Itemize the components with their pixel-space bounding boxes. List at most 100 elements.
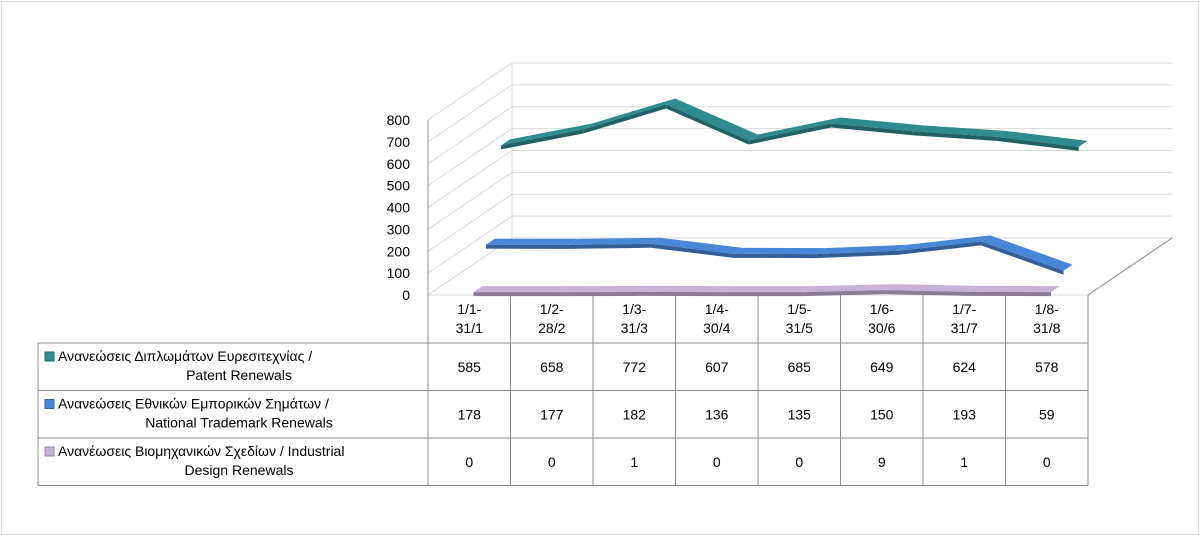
y-tick-label: 200	[387, 243, 411, 259]
category-label: 31/3	[621, 320, 648, 336]
legend-key	[44, 446, 55, 457]
series-name-label: National Trademark Renewals	[145, 415, 333, 431]
side-wall-gridline	[427, 150, 513, 208]
series-ribbon-front	[473, 292, 556, 297]
series-ribbon-top	[898, 235, 991, 251]
data-value-label: 685	[788, 359, 812, 375]
side-wall-gridline	[427, 106, 513, 165]
series-ribbon-front	[666, 104, 749, 145]
series-ribbon-top	[555, 285, 648, 293]
series-line	[486, 235, 1073, 275]
category-label: 31/8	[1033, 320, 1060, 336]
series-ribbon-top	[996, 130, 1088, 147]
series-ribbon-front	[583, 104, 667, 134]
data-value-label: 624	[953, 359, 977, 375]
series-ribbon-top	[486, 238, 578, 245]
series-ribbon-front	[568, 243, 652, 249]
category-label: 30/4	[703, 320, 730, 336]
y-tick-label: 700	[387, 134, 411, 150]
series-ribbon-top	[748, 117, 841, 141]
series-ribbon-top	[638, 285, 730, 293]
data-value-label: 658	[540, 359, 564, 375]
series-ribbon-top	[568, 237, 661, 245]
series-ribbon-front	[913, 131, 997, 141]
category-label: 1/5-	[787, 301, 811, 317]
data-value-label: 135	[788, 406, 812, 422]
side-wall-gridline	[427, 193, 513, 252]
data-value-label: 182	[623, 406, 647, 422]
series-name-label: Ανανεώσεις Εθνικών Εμπορικών Σημάτων /	[58, 396, 329, 412]
data-value-label: 1	[960, 454, 968, 470]
y-axis-ticks: 0 100 200 300 400 500 600 700 800	[387, 112, 411, 303]
category-label: 1/7-	[952, 301, 976, 317]
series-ribbon-top	[733, 247, 826, 255]
category-label: 1/4-	[705, 301, 729, 317]
data-value-label: 0	[795, 454, 803, 470]
data-value-label: 59	[1039, 406, 1055, 422]
category-label: 28/2	[538, 320, 565, 336]
data-value-label: 0	[548, 454, 556, 470]
series-ribbon-top	[720, 286, 813, 293]
series-ribbon-top	[913, 125, 1006, 137]
y-tick-label: 800	[387, 112, 411, 128]
series-ribbon-front	[720, 292, 804, 297]
category-label: 1/2-	[540, 301, 564, 317]
data-value-label: 649	[870, 359, 894, 375]
y-tick-label: 0	[402, 287, 410, 303]
data-value-label: 150	[870, 406, 894, 422]
side-wall-gridline	[427, 215, 513, 274]
y-tick-label: 100	[387, 265, 411, 281]
series-name-label: Ανανέωσεις Βιομηχανικών Σχεδίων / Indust…	[58, 443, 344, 459]
series-ribbon-front	[733, 253, 817, 259]
series-ribbon-top	[981, 235, 1073, 271]
data-value-label: 178	[458, 406, 482, 422]
y-tick-label: 500	[387, 178, 411, 194]
category-label: 31/5	[786, 320, 813, 336]
legend-key	[44, 351, 55, 362]
category-label: 30/6	[868, 320, 895, 336]
category-label: 1/1-	[457, 301, 481, 317]
category-label: 31/7	[951, 320, 978, 336]
series-name-label: Ανανεώσεις Διπλωμάτων Ευρεσιτεχνίας /	[58, 348, 312, 364]
series-ribbon-top	[583, 98, 676, 130]
category-label: 1/3-	[622, 301, 646, 317]
data-value-label: 772	[623, 359, 647, 375]
series-ribbon-front	[803, 290, 886, 297]
series-ribbon-front	[996, 136, 1079, 151]
series-ribbon-top	[651, 237, 743, 254]
series-ribbon-front	[831, 123, 914, 136]
data-value-label: 607	[705, 359, 729, 375]
y-tick-label: 400	[387, 200, 411, 216]
side-wall-gridline	[427, 62, 513, 121]
data-table: 1/1- 31/1 1/2- 28/2 1/3- 31/3 1/4- 30/4 1/5- 31/5…	[37, 295, 1089, 486]
series-ribbon-front	[816, 250, 899, 259]
series-name-label: Design Renewals	[185, 462, 294, 478]
series-ribbon-front	[748, 123, 832, 145]
data-value-label: 585	[458, 359, 482, 375]
side-wall-gridline	[427, 84, 513, 143]
series-ribbon-front	[885, 290, 969, 296]
series-line	[473, 284, 1060, 297]
data-value-label: 0	[465, 454, 473, 470]
data-value-label: 9	[878, 454, 886, 470]
chart-walls	[426, 62, 1174, 296]
series-ribbon-front	[501, 129, 584, 150]
y-tick-label: 600	[387, 156, 411, 172]
series-ribbon-front	[651, 243, 734, 258]
series-ribbon-front	[981, 241, 1064, 275]
series-ribbon-top	[816, 244, 908, 255]
category-label: 1/8-	[1035, 301, 1059, 317]
series-ribbon-top	[473, 286, 565, 293]
data-value-label: 578	[1035, 359, 1059, 375]
category-label: 1/6-	[870, 301, 894, 317]
data-value-label: 177	[540, 406, 564, 422]
series-ribbon-front	[486, 244, 569, 249]
data-value-label: 0	[713, 454, 721, 470]
data-value-label: 1	[630, 454, 638, 470]
series-ribbon-front	[898, 241, 982, 255]
side-wall-gridline	[427, 171, 513, 230]
data-value-label: 193	[953, 406, 977, 422]
series-ribbon-front	[555, 291, 639, 297]
